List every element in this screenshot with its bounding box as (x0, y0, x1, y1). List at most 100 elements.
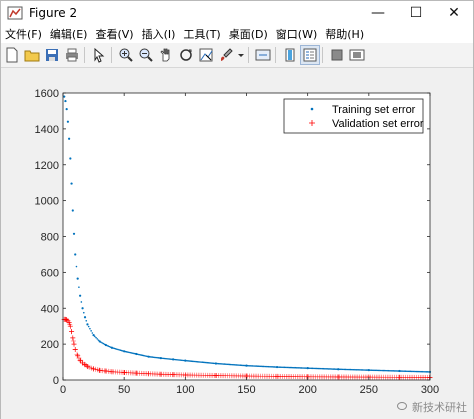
training-marker (424, 370, 426, 373)
title-bar[interactable]: Figure 2 — ☐ ✕ (1, 1, 473, 25)
training-marker (245, 364, 248, 367)
training-marker (365, 369, 368, 371)
training-marker (89, 327, 91, 330)
training-marker (202, 361, 205, 364)
training-marker (90, 330, 92, 332)
training-marker (171, 358, 173, 361)
training-marker (248, 364, 250, 367)
training-marker (158, 357, 161, 359)
training-marker (341, 368, 343, 371)
rotate-3d-icon[interactable] (177, 46, 195, 64)
legend[interactable]: Training set error Validation set error (283, 98, 424, 134)
legend-label: Training set error (332, 104, 416, 116)
maximize-button[interactable]: ☐ (397, 1, 435, 25)
pan-icon[interactable] (157, 46, 175, 64)
training-marker (333, 368, 336, 370)
show-plot-tools-icon[interactable] (348, 46, 366, 64)
training-marker (195, 360, 198, 363)
print-icon[interactable] (63, 46, 81, 64)
training-marker (257, 365, 260, 368)
axes-background (63, 93, 430, 380)
training-marker (70, 182, 73, 185)
training-marker (288, 366, 291, 369)
training-marker (234, 364, 237, 366)
minimize-button[interactable]: — (359, 1, 397, 25)
training-marker (392, 370, 395, 372)
training-marker (346, 368, 348, 371)
training-marker (415, 370, 418, 373)
training-marker (85, 320, 88, 322)
menu-help[interactable]: 帮助(H) (325, 28, 365, 41)
training-marker (407, 370, 409, 373)
menu-edit[interactable]: 编辑(E) (49, 28, 88, 41)
open-file-icon[interactable] (23, 46, 41, 64)
training-marker (339, 368, 342, 371)
training-marker (256, 365, 259, 367)
training-marker (228, 363, 231, 366)
training-marker (323, 367, 326, 370)
menu-view[interactable]: 查看(V) (95, 28, 134, 41)
menu-desktop[interactable]: 桌面(D) (228, 28, 268, 41)
toolbar-separator (248, 47, 249, 63)
series-validation[interactable] (61, 316, 433, 380)
training-marker (283, 366, 286, 369)
training-marker (380, 369, 382, 372)
training-marker (304, 367, 307, 369)
menu-tools[interactable]: 工具(T) (183, 28, 221, 41)
chevron-down-icon[interactable] (237, 46, 245, 64)
series-training[interactable] (63, 95, 432, 374)
training-marker (218, 362, 221, 365)
training-marker (327, 368, 330, 370)
training-marker (224, 363, 227, 365)
training-marker (180, 359, 183, 362)
close-icon: ✕ (448, 5, 460, 21)
validation-point (77, 357, 83, 363)
training-marker (114, 347, 117, 350)
zoom-in-icon[interactable] (117, 46, 135, 64)
training-marker (212, 362, 215, 365)
training-marker (275, 366, 277, 368)
link-plot-icon[interactable] (254, 46, 272, 64)
training-marker (226, 363, 228, 366)
training-marker (282, 366, 285, 369)
menu-insert[interactable]: 插入(I) (141, 28, 176, 41)
training-marker (342, 368, 344, 371)
data-cursor-icon[interactable] (197, 46, 215, 64)
training-marker (347, 368, 349, 371)
training-marker (295, 366, 298, 369)
training-marker (279, 366, 282, 369)
training-marker (190, 360, 193, 363)
training-marker (253, 365, 255, 367)
training-marker (97, 339, 100, 341)
menu-file[interactable]: 文件(F) (5, 28, 42, 41)
zoom-out-icon[interactable] (137, 46, 155, 64)
pointer-icon[interactable] (90, 46, 108, 64)
training-marker (361, 369, 364, 371)
save-icon[interactable] (43, 46, 61, 64)
menu-window[interactable]: 窗口(W) (275, 28, 318, 41)
colorbar-icon[interactable] (281, 46, 299, 64)
training-marker (193, 360, 195, 363)
training-marker (206, 361, 209, 364)
close-button[interactable]: ✕ (435, 1, 473, 25)
training-marker (239, 364, 242, 367)
training-marker (183, 359, 185, 362)
training-marker (418, 370, 420, 373)
legend-icon[interactable] (300, 45, 320, 65)
training-marker (404, 370, 407, 373)
training-marker (117, 348, 119, 351)
training-marker (82, 311, 85, 314)
new-figure-icon[interactable] (3, 46, 21, 64)
brush-icon[interactable] (217, 46, 235, 64)
training-marker (123, 350, 125, 353)
training-marker (273, 366, 276, 368)
training-marker (238, 364, 240, 366)
training-marker (383, 369, 386, 372)
error-plot[interactable]: 0 50 100 150 200 250 300 0 200 400 600 800 1000 1200 1… (1, 68, 473, 419)
hide-plot-tools-icon[interactable] (328, 46, 346, 64)
validation-marker (426, 374, 432, 380)
training-marker (223, 363, 226, 365)
training-marker (338, 368, 341, 371)
training-marker (364, 369, 366, 371)
training-marker (358, 369, 360, 371)
